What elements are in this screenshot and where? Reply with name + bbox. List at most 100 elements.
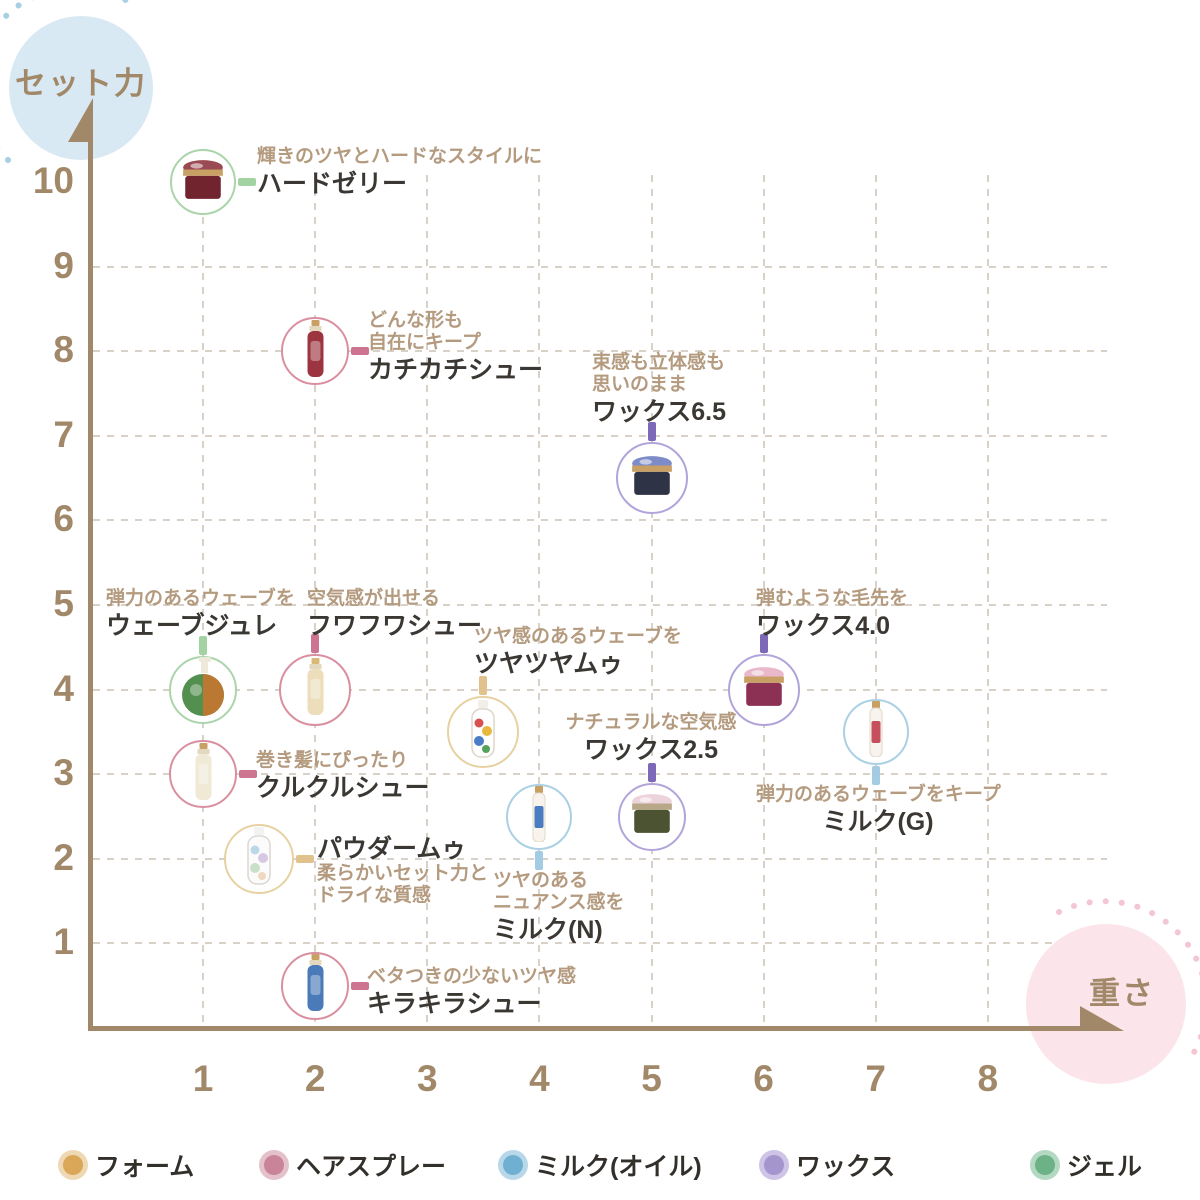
y-tick-label: 2 <box>53 836 74 878</box>
product-name: パウダームゥ <box>317 835 467 863</box>
vertical-gridline <box>762 175 765 1026</box>
label-connector <box>479 675 488 695</box>
product-bubble[interactable] <box>224 823 295 894</box>
product-label: 束感も立体感も 思いのままワックス6.5 <box>592 352 726 426</box>
product-desc: どんな形も 自在にキープ <box>368 310 481 353</box>
product-image-icon <box>180 159 226 206</box>
product-name: ミルク(G) <box>822 808 934 836</box>
x-tick-label: 6 <box>753 1058 774 1099</box>
product-image-icon <box>867 701 885 762</box>
label-connector <box>759 633 768 653</box>
horizontal-gridline <box>93 773 1107 776</box>
label-connector <box>647 422 656 442</box>
legend-dot-foam-icon <box>63 1155 83 1175</box>
x-axis-label: 重さ <box>1089 975 1155 1011</box>
y-tick-label: 4 <box>53 667 74 709</box>
label-connector <box>238 178 257 186</box>
product-image-icon <box>305 658 326 721</box>
legend-label: ジェル <box>1067 1153 1143 1181</box>
product-label: 輝きのツヤとハードなスタイルにハードゼリー <box>257 146 542 198</box>
legend-item-spray: ヘアスプレー <box>264 1148 446 1182</box>
legend-label: ワックス <box>796 1153 896 1181</box>
product-desc: ベタつきの少ないツヤ感 <box>367 966 577 987</box>
y-tick-label: 9 <box>53 244 74 286</box>
horizontal-gridline <box>93 857 1107 860</box>
y-tick-label: 1 <box>53 921 74 963</box>
product-label: ナチュラルな空気感 ワックス2.5 <box>558 712 744 764</box>
label-connector <box>535 850 544 870</box>
product-bubble[interactable] <box>615 442 688 515</box>
product-bubble[interactable] <box>842 698 909 765</box>
product-desc: 巻き髪にぴったり <box>256 750 409 771</box>
x-axis-line <box>88 1026 1090 1031</box>
product-label: ツヤのある ニュアンス感を ミルク(N) <box>493 870 624 944</box>
legend-dot-gel-icon <box>1035 1155 1055 1175</box>
legend-item-foam: フォーム <box>63 1148 194 1182</box>
legend-label: フォーム <box>95 1153 195 1181</box>
product-label: 弾力のあるウェーブをキープ ミルク(G) <box>756 784 1001 836</box>
product-desc: ツヤ感のあるウェーブを <box>474 626 682 647</box>
product-bubble[interactable] <box>447 695 520 768</box>
x-tick-label: 5 <box>641 1058 662 1099</box>
product-bubble[interactable] <box>281 317 350 386</box>
product-bubble[interactable] <box>617 782 686 851</box>
product-desc: ツヤのある ニュアンス感を <box>493 870 625 913</box>
product-name: フワフワシュー <box>307 612 483 640</box>
x-tick-label: 1 <box>192 1058 214 1099</box>
vertical-gridline <box>314 175 317 1026</box>
product-label: パウダームゥ 柔らかいセット力と ドライな質感 <box>317 833 488 907</box>
product-image-icon <box>245 827 273 890</box>
vertical-gridline <box>202 175 205 1026</box>
y-tick-label: 5 <box>53 583 74 624</box>
product-name: ハードゼリー <box>257 170 408 198</box>
legend-item-wax: ワックス <box>764 1148 895 1182</box>
product-image-icon <box>469 700 497 763</box>
product-name: ワックス6.5 <box>592 398 727 426</box>
product-label: ベタつきの少ないツヤ感 キラキラシュー <box>367 966 576 1018</box>
product-desc: 束感も立体感も 思いのまま <box>592 352 726 395</box>
product-bubble[interactable] <box>727 653 800 726</box>
product-desc: 弾力のあるウェーブを <box>106 588 295 609</box>
product-bubble[interactable] <box>279 653 352 726</box>
horizontal-gridline <box>93 688 1107 691</box>
product-desc: 柔らかいセット力と ドライな質感 <box>317 863 489 906</box>
label-connector <box>311 633 320 653</box>
product-bubble[interactable] <box>506 783 573 850</box>
x-tick-label: 4 <box>529 1058 550 1099</box>
product-desc: 輝きのツヤとハードなスタイルに <box>257 146 543 167</box>
horizontal-gridline <box>93 265 1107 268</box>
x-tick-label: 3 <box>417 1058 438 1099</box>
product-image-icon <box>629 793 675 840</box>
product-label: 空気感が出せる フワフワシュー <box>307 588 482 640</box>
horizontal-gridline <box>93 604 1107 606</box>
label-connector <box>296 854 315 863</box>
product-name: ワックス4.0 <box>756 612 891 640</box>
product-desc: 弾むような毛先を <box>756 588 909 609</box>
product-bubble[interactable] <box>281 951 350 1020</box>
vertical-gridline <box>650 175 653 1026</box>
legend-label: ヘアスプレー <box>296 1153 447 1181</box>
horizontal-gridline <box>93 434 1107 437</box>
label-connector <box>871 765 880 785</box>
product-image-icon <box>530 786 548 847</box>
legend-item-milk: ミルク(オイル) <box>503 1148 702 1182</box>
horizontal-gridline <box>93 519 1107 522</box>
label-connector <box>199 635 208 655</box>
product-image-icon <box>741 666 787 713</box>
x-tick-label: 8 <box>977 1058 999 1099</box>
product-bubble[interactable] <box>169 655 238 724</box>
product-bubble[interactable] <box>170 149 237 215</box>
y-tick-label: 6 <box>53 498 74 540</box>
product-bubble[interactable] <box>169 740 238 809</box>
product-name: カチカチシュー <box>368 356 544 384</box>
product-label: どんな形も 自在にキープカチカチシュー <box>368 310 543 384</box>
product-name: ツヤツヤムゥ <box>474 650 624 678</box>
product-label: ツヤ感のあるウェーブをツヤツヤムゥ <box>474 626 682 678</box>
legend-dot-milk-icon <box>503 1155 523 1175</box>
label-connector <box>647 762 656 782</box>
legend-label: ミルク(オイル) <box>535 1153 702 1181</box>
x-tick-label: 2 <box>304 1058 326 1099</box>
product-label: 弾力のあるウェーブを ウェーブジュレ <box>106 588 295 640</box>
x-tick-label: 7 <box>865 1058 886 1099</box>
